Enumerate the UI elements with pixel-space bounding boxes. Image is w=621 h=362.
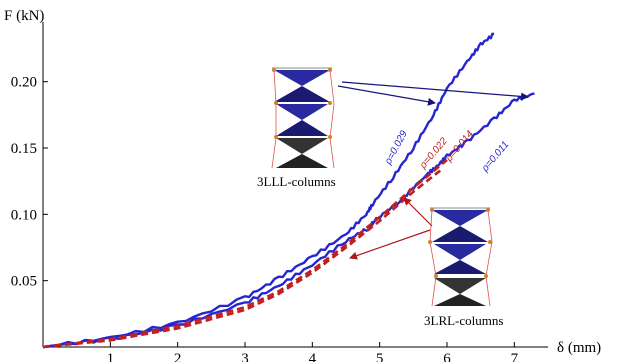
rho-label-2: ρ=0.014 [443, 128, 476, 164]
series-layer [42, 32, 535, 349]
x-tick-label-4: 5 [376, 351, 384, 362]
x-tick-label-2: 3 [241, 351, 249, 362]
arrow-3lrl-to-red-curve-b [403, 197, 433, 227]
series-line-0 [42, 32, 495, 349]
x-tick-label-3: 4 [309, 351, 317, 362]
arrow-3lll-to-lower-curve [341, 81, 529, 101]
y-tick-label-0: 0.05 [11, 274, 37, 290]
x-axis-title: δ (mm) [557, 340, 601, 356]
column-illustration-3lrl [428, 207, 493, 307]
x-tick-label-6: 7 [511, 351, 519, 362]
series-line-2 [42, 158, 448, 349]
series-line-1 [42, 92, 535, 349]
arrow-3lll-to-upper-curve [337, 85, 436, 106]
x-tick-label-0: 1 [107, 351, 115, 362]
arrow-3lrl-to-red-curve-a [349, 229, 431, 260]
rho-label-1: ρ=0.022 [417, 135, 450, 171]
y-tick-label-2: 0.15 [11, 141, 37, 157]
x-tick-label-5: 6 [443, 351, 451, 362]
caption-3lll: 3LLL-columns [257, 174, 336, 189]
rho-label-0: ρ=0.029 [382, 129, 410, 168]
x-tick-label-1: 2 [174, 351, 182, 362]
y-axis-title: F (kN) [4, 8, 44, 24]
caption-3lrl: 3LRL-columns [424, 313, 503, 328]
rho-label-3: ρ=0.011 [479, 139, 511, 174]
series-line-3 [42, 169, 442, 349]
ticks-layer: 1 2 3 4 5 6 7 0.05 0.10 0.15 0.20 [11, 75, 519, 362]
column-illustration-3lll [271, 67, 335, 169]
y-tick-label-1: 0.10 [11, 207, 37, 223]
y-tick-label-3: 0.20 [11, 75, 37, 91]
